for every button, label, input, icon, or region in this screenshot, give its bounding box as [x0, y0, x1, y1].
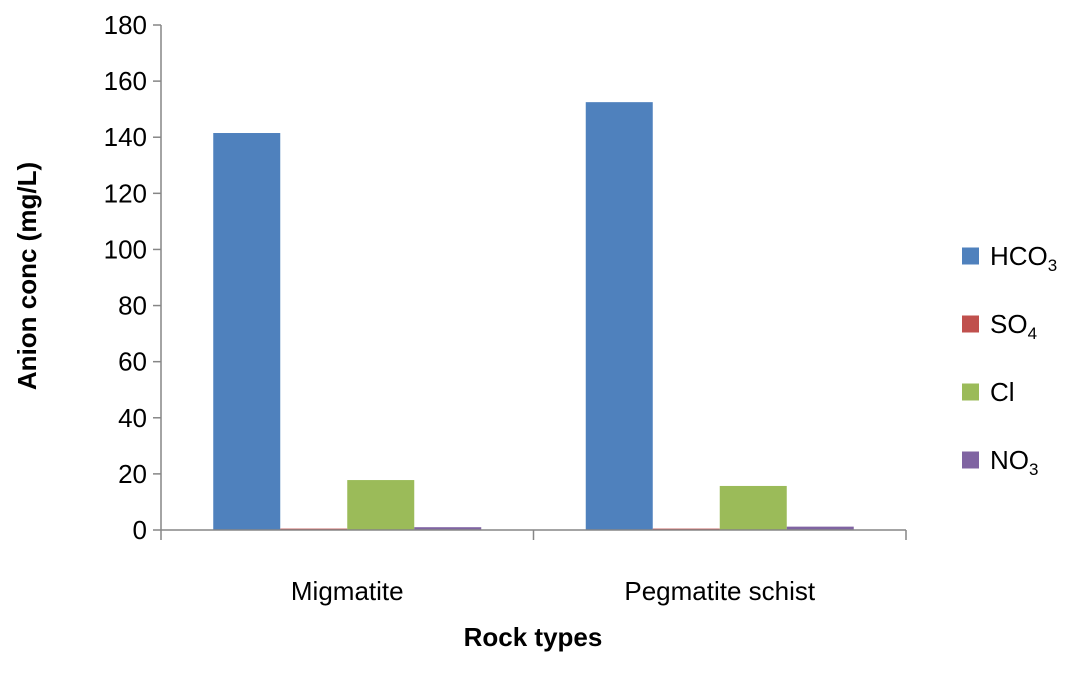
y-tick-label: 100	[104, 234, 147, 264]
legend-label: NO3	[990, 445, 1038, 479]
legend-label: SO4	[990, 309, 1037, 343]
bar-cl-1	[719, 485, 787, 530]
legend-label: Cl	[990, 377, 1015, 407]
legend-swatch	[962, 383, 979, 401]
legend-swatch	[962, 315, 979, 333]
legend: HCO3 SO4 Cl NO3	[962, 241, 1057, 479]
bar-hco3-0	[213, 133, 281, 530]
y-tick-label: 20	[118, 459, 147, 489]
y-tick-label: 180	[104, 10, 147, 40]
y-tick-label: 120	[104, 178, 147, 208]
bar-hco3-1	[585, 102, 653, 531]
y-tick-label: 40	[118, 403, 147, 433]
legend-swatch	[962, 247, 979, 265]
x-axis-title: Rock types	[464, 622, 603, 652]
y-tick-label: 0	[133, 515, 147, 545]
x-categories-group: Migmatite Pegmatite schist	[160, 530, 907, 606]
x-category-label: Migmatite	[291, 576, 404, 606]
bar-no3-1	[786, 526, 854, 530]
y-axis-title: Anion conc (mg/L)	[12, 162, 42, 390]
x-category-label: Pegmatite schist	[624, 576, 816, 606]
bar-no3-0	[414, 527, 482, 530]
bars-group	[213, 102, 854, 531]
y-ticks-group: 0 20 40 60 80 100 120 140 160 180	[104, 10, 161, 545]
y-tick-label: 80	[118, 291, 147, 321]
legend-label: HCO3	[990, 241, 1057, 275]
legend-swatch	[962, 451, 979, 469]
y-tick-label: 140	[104, 122, 147, 152]
y-tick-label: 160	[104, 66, 147, 96]
bar-cl-0	[347, 480, 415, 530]
y-tick-label: 60	[118, 347, 147, 377]
